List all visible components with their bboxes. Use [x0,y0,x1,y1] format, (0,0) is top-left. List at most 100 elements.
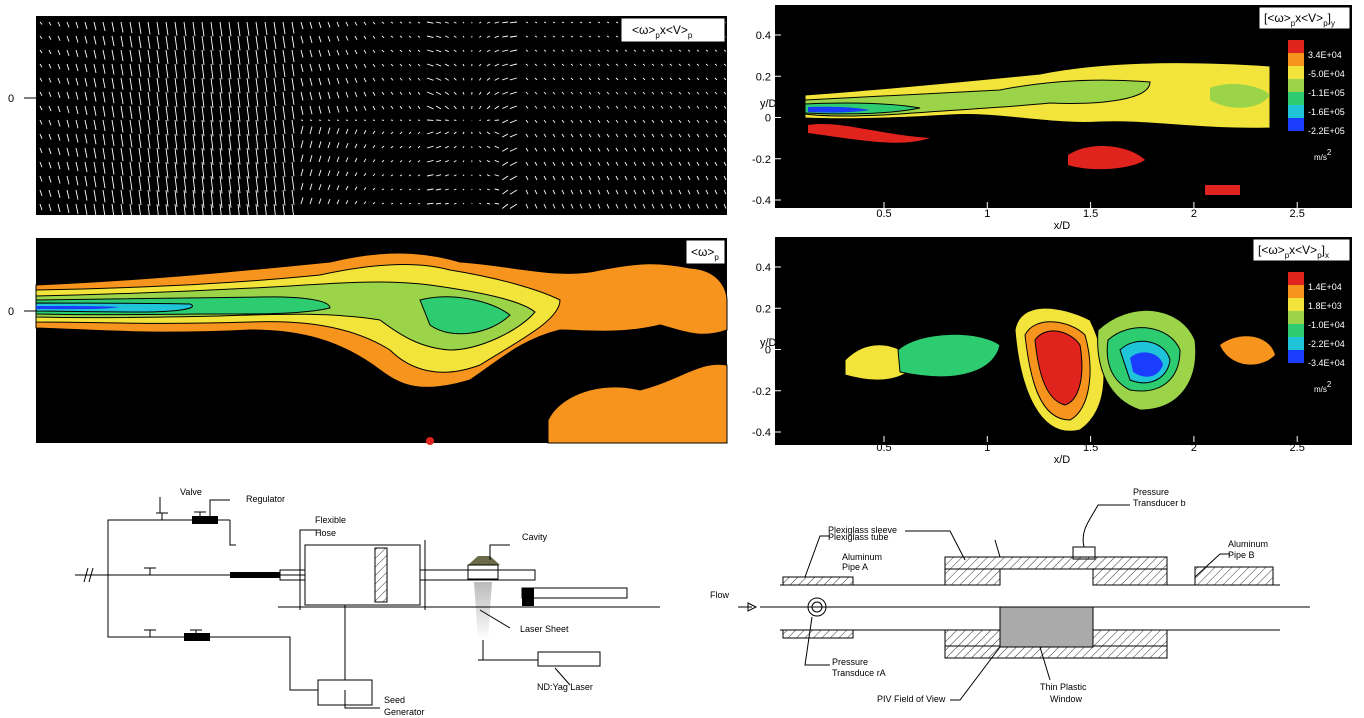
vector-arrow [255,91,259,107]
vector-arrow [633,189,637,195]
vector-arrow [399,91,403,95]
vector-arrow [570,189,574,195]
vector-arrow [606,35,610,38]
vector-arrow [318,35,322,43]
vector-arrow [165,119,169,136]
vector-arrow [714,91,718,95]
vector-arrow [345,200,349,205]
vector-arrow [210,35,214,51]
shape [75,519,346,691]
vector-arrow [354,172,358,177]
vector-arrow [633,49,637,52]
vector-arrow [156,161,160,178]
shape [1092,568,1168,586]
vector-arrow [479,35,482,38]
vector-arrow [408,145,412,149]
vector-arrow [561,203,565,209]
vector-arrow [606,203,610,209]
vector-arrow [246,119,250,136]
vector-arrow [75,119,79,129]
vector-arrow [255,77,259,93]
vector-arrow [273,175,277,192]
vector-arrow [597,35,601,38]
vector-arrow [336,185,340,191]
vector-arrow [57,77,61,84]
vector-arrow [291,35,295,48]
subscript: y [1331,19,1335,28]
vector-arrow [579,77,583,81]
label: Flexible [315,515,346,525]
vector-arrow [399,63,403,67]
vector-arrow [462,21,465,24]
vector-arrow [354,35,358,41]
vector-arrow [462,174,465,177]
vector-arrow [192,63,196,80]
vector-arrow [327,105,331,114]
vector-arrow [606,49,610,52]
vector-arrow [606,147,610,152]
vector-arrow [264,105,268,121]
shape [811,601,823,613]
vector-arrow [75,77,79,86]
vector-arrow [57,203,61,213]
vector-arrow [39,63,43,68]
vector-arrow [606,133,610,138]
vector-arrow [165,35,169,50]
vector-arrow [336,21,340,28]
vector-arrow [264,147,268,164]
vector-arrow [462,202,465,205]
vector-arrow [57,35,61,41]
vector-arrow [138,35,142,49]
vector-arrow [687,63,691,67]
colorbar-swatch [1288,285,1304,298]
vector-arrow [502,63,509,67]
vector-arrow [273,63,277,78]
vector-arrow [651,147,655,152]
vector-arrow [561,175,565,181]
vector-arrow [462,35,465,38]
y-axis-title: y/D [760,98,777,110]
vector-arrow [93,21,97,31]
vector-arrow [444,77,449,81]
vector-arrow [309,169,313,177]
vector-arrow [633,147,637,152]
vector-arrow [219,77,223,94]
vector-arrow [372,49,376,54]
vector-arrow [174,21,178,36]
vector-arrow [525,203,529,209]
vector-arrow [687,189,691,195]
vector-arrow [588,147,592,152]
vector-arrow [579,147,583,152]
vector-arrow [588,133,592,138]
vector-arrow [714,203,718,209]
vector-arrow [426,49,434,53]
vector-arrow [219,161,223,180]
vector-arrow [723,77,727,81]
vector-arrow [651,189,655,195]
vector-arrow [129,175,133,191]
vector-arrow [570,175,574,181]
vector-arrow [543,63,547,67]
vector-arrow [633,91,637,95]
vector-arrow [588,203,592,209]
vector-arrow [435,91,442,96]
vector-arrow [201,189,205,208]
vector-arrow [478,91,482,95]
vector-arrow [642,147,646,152]
vector-arrow [453,91,457,95]
vector-arrow [273,133,277,149]
vector-arrow [444,21,449,24]
vector-arrow [66,91,70,99]
vector-arrow [282,77,286,92]
vector-arrow [651,119,655,124]
vector-arrow [597,63,601,67]
vector-arrow [363,144,367,149]
vector-arrow [615,77,619,81]
vector-arrow [381,91,385,96]
vector-arrow [390,174,394,177]
vector-arrow [399,174,403,177]
vector-arrow [453,188,457,191]
vector-arrow [696,91,700,95]
vector-arrow [111,77,115,89]
vector-arrow [237,189,241,208]
